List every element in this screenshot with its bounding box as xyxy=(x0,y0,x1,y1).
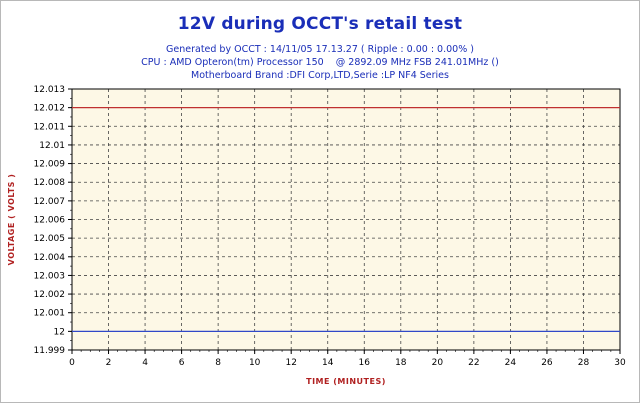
subtitle-line-3: Motherboard Brand :DFI Corp,LTD,Serie :L… xyxy=(191,70,449,81)
x-tick-label: 2 xyxy=(106,358,112,368)
y-tick-label: 12.008 xyxy=(34,178,66,188)
subtitle-line-1: Generated by OCCT : 14/11/05 17.13.27 ( … xyxy=(166,44,474,55)
y-tick-label: 12.005 xyxy=(34,234,66,244)
x-tick-label: 8 xyxy=(215,358,221,368)
plot-border xyxy=(71,88,621,351)
x-tick-label: 6 xyxy=(179,358,185,368)
x-tick-label: 26 xyxy=(541,358,553,368)
chart-title: 12V during OCCT's retail test xyxy=(177,14,463,34)
x-tick-label: 12 xyxy=(285,358,296,368)
x-tick-label: 14 xyxy=(322,358,334,368)
x-tick-label: 28 xyxy=(578,358,590,368)
y-tick-label: 12.009 xyxy=(34,160,66,170)
x-tick-label: 20 xyxy=(432,358,444,368)
x-tick-label: 10 xyxy=(249,358,261,368)
y-tick-label: 12.011 xyxy=(34,122,66,132)
y-tick-label: 12.002 xyxy=(34,290,66,300)
y-tick-label: 12.004 xyxy=(34,253,66,263)
x-axis-label: TIME (MINUTES) xyxy=(306,377,386,386)
y-tick-label: 12.007 xyxy=(34,197,66,207)
y-tick-label: 12.003 xyxy=(34,271,66,281)
plot-area xyxy=(72,89,620,350)
x-tick-label: 0 xyxy=(69,358,75,368)
y-tick-label: 12 xyxy=(54,327,65,337)
x-tick-label: 22 xyxy=(468,358,479,368)
x-tick-label: 16 xyxy=(359,358,371,368)
x-tick-label: 18 xyxy=(395,358,407,368)
y-tick-label: 12.013 xyxy=(34,85,66,95)
x-tick-label: 4 xyxy=(142,358,148,368)
y-axis-label: VOLTAGE ( VOLTS ) xyxy=(7,174,16,266)
y-tick-label: 12.01 xyxy=(39,141,65,151)
y-tick-label: 12.001 xyxy=(34,309,66,319)
y-tick-label: 12.012 xyxy=(34,104,66,114)
y-tick-label: 12.006 xyxy=(34,216,66,226)
subtitle-line-2: CPU : AMD Opteron(tm) Processor 150 @ 28… xyxy=(141,57,499,68)
x-tick-label: 30 xyxy=(614,358,626,368)
x-tick-label: 24 xyxy=(505,358,517,368)
y-tick-label: 11.999 xyxy=(34,346,66,356)
